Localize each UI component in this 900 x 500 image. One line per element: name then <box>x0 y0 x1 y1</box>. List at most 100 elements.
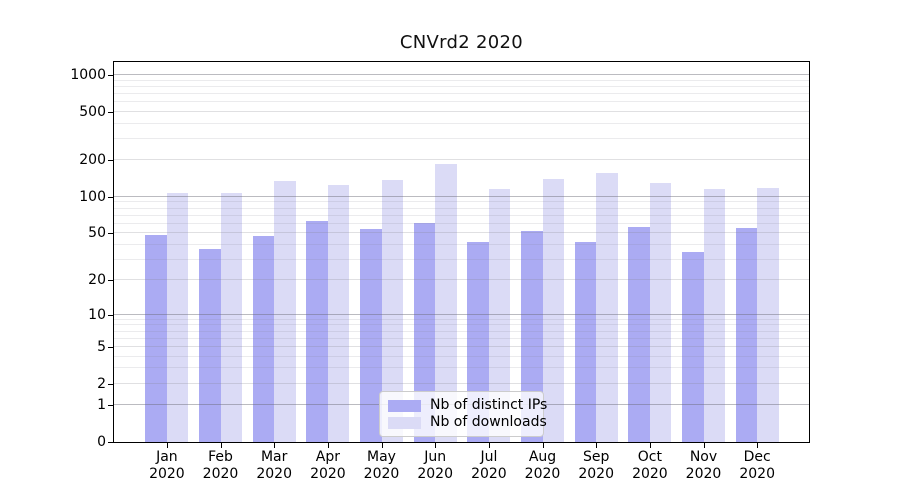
bar-distinct-ips <box>145 235 167 442</box>
gridline <box>114 110 809 112</box>
legend-entry-distinct-ips: Nb of distinct IPs <box>388 397 547 414</box>
y-tick-label: 50 <box>88 225 106 242</box>
x-tick-mark <box>327 443 329 448</box>
bar-distinct-ips <box>735 228 758 442</box>
x-tick-mark <box>596 443 598 448</box>
y-tick-label: 100 <box>79 188 106 205</box>
bar-downloads <box>435 164 457 442</box>
y-tick-mark <box>108 280 113 282</box>
y-tick-label: 1 <box>97 397 106 414</box>
gridline-minor <box>114 243 809 245</box>
x-tick-mark <box>757 443 759 448</box>
bar-downloads <box>649 182 672 442</box>
bar-downloads <box>596 172 618 442</box>
gridline-minor <box>114 330 809 332</box>
y-tick-mark <box>108 383 113 385</box>
bar-downloads <box>703 189 725 442</box>
bar-distinct-ips <box>252 236 275 442</box>
bar-downloads <box>220 192 242 442</box>
y-tick-mark <box>108 346 113 348</box>
gridline <box>114 232 809 234</box>
bar-distinct-ips <box>199 248 221 442</box>
bar-distinct-ips <box>413 222 436 442</box>
bar-downloads <box>166 193 189 442</box>
bar-downloads <box>381 179 403 442</box>
gridline <box>114 345 809 347</box>
legend-label-downloads: Nb of downloads <box>430 414 547 430</box>
y-tick-mark <box>108 160 113 162</box>
legend: Nb of distinct IPs Nb of downloads <box>379 391 547 437</box>
x-tick-label: Feb 2020 <box>202 449 239 482</box>
gridline-minor <box>114 101 809 102</box>
x-tick-label: Oct 2020 <box>632 449 668 482</box>
gridline-minor <box>114 222 809 224</box>
gridline-minor <box>114 258 809 260</box>
bar-downloads <box>488 188 511 442</box>
y-tick-label: 200 <box>79 152 106 169</box>
y-tick-mark <box>108 74 113 76</box>
legend-label-distinct-ips: Nb of distinct IPs <box>430 397 548 413</box>
y-tick-mark <box>108 111 113 113</box>
y-tick-mark <box>108 405 113 407</box>
x-tick-mark <box>274 443 276 448</box>
x-tick-mark <box>488 443 490 448</box>
x-tick-mark <box>542 443 544 448</box>
bar-distinct-ips <box>682 251 704 442</box>
gridline-minor <box>114 122 809 124</box>
gridline-minor <box>114 85 809 87</box>
gridline <box>114 279 809 281</box>
x-tick-mark <box>703 443 705 448</box>
bar-downloads <box>327 184 350 442</box>
bar-downloads <box>542 179 564 442</box>
x-tick-label: Apr 2020 <box>310 449 346 482</box>
x-tick-label: Jan 2020 <box>149 449 185 482</box>
gridline-minor <box>114 355 809 357</box>
bar-distinct-ips <box>628 227 650 442</box>
plot-area <box>113 61 810 443</box>
gridline-major <box>114 313 809 315</box>
legend-swatch-distinct-ips <box>388 399 421 412</box>
bar-distinct-ips <box>521 231 543 442</box>
gridline-minor <box>114 137 809 139</box>
y-tick-label: 5 <box>97 338 106 355</box>
legend-swatch-downloads <box>388 416 421 429</box>
y-tick-label: 20 <box>88 272 106 289</box>
gridline-minor <box>114 337 809 339</box>
gridline-minor <box>114 324 809 326</box>
x-tick-mark <box>166 443 168 448</box>
gridline-minor <box>114 367 809 369</box>
x-tick-label: Nov 2020 <box>685 449 722 482</box>
x-tick-mark <box>649 443 651 448</box>
x-tick-label: Jun 2020 <box>417 449 453 482</box>
gridline-minor <box>114 318 809 320</box>
x-tick-mark <box>381 443 383 448</box>
x-tick-label: Mar 2020 <box>256 449 292 482</box>
gridline-minor <box>114 201 809 203</box>
x-tick-label: Dec 2020 <box>739 449 775 482</box>
y-tick-label: 2 <box>97 375 106 392</box>
x-tick-label: Jul 2020 <box>471 449 507 482</box>
bar-distinct-ips <box>360 229 382 442</box>
bar-distinct-ips <box>574 242 597 442</box>
gridline <box>114 159 809 161</box>
bar-downloads <box>274 181 296 442</box>
y-tick-label: 1000 <box>70 66 106 83</box>
bar-downloads <box>757 187 779 442</box>
gridline <box>114 382 809 384</box>
gridline-major <box>114 195 809 197</box>
y-tick-label: 0 <box>97 434 106 450</box>
y-tick-label: 10 <box>88 306 106 323</box>
gridline-minor <box>114 214 809 216</box>
gridline-minor <box>114 207 809 209</box>
x-tick-label: May 2020 <box>363 449 400 482</box>
bar-distinct-ips <box>306 221 328 442</box>
x-tick-label: Sep 2020 <box>578 449 614 482</box>
y-tick-mark <box>108 196 113 198</box>
y-tick-mark <box>108 314 113 316</box>
gridline-minor <box>114 79 809 81</box>
y-tick-label: 500 <box>79 103 106 120</box>
y-tick-mark <box>108 442 113 443</box>
gridline-major <box>114 73 809 75</box>
y-tick-mark <box>108 233 113 235</box>
